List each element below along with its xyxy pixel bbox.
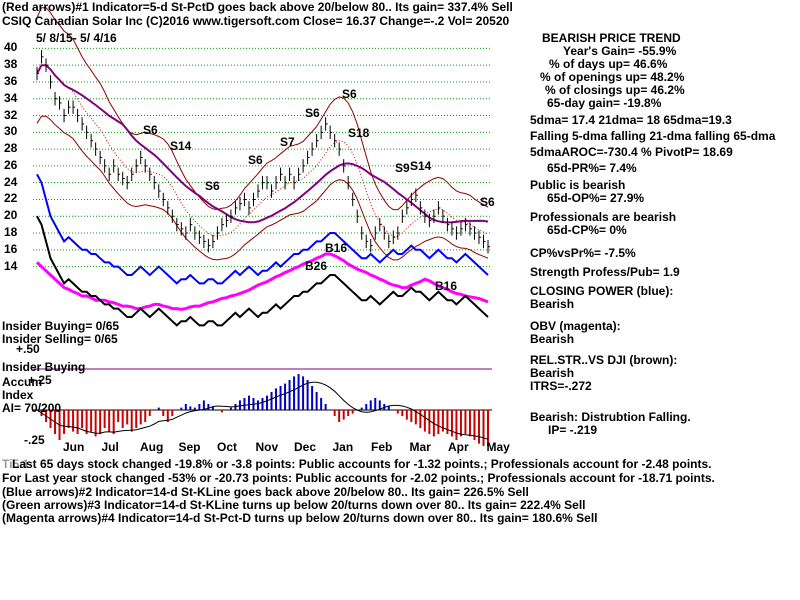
x-tick-label: Dec — [294, 440, 317, 454]
signal-label: S9 — [395, 161, 410, 175]
upper-band-line — [36, 7, 489, 211]
aroc-pivot: 5dmaAROC=-730.4 % PivotP= 18.69 — [530, 145, 733, 159]
days-up: % of days up= 46.6% — [549, 57, 668, 71]
closing-power-state: Bearish — [530, 297, 575, 311]
signal-label: S18 — [348, 126, 370, 140]
footer-line-4: (Green arrows)#3 Indicator=14-d St-KLine… — [2, 498, 586, 512]
footer-line-2: For Last year stock changed -53% or -20.… — [2, 471, 715, 485]
x-tick-label: Aug — [140, 440, 164, 454]
signal-label: S6 — [143, 123, 158, 137]
relstr-label: REL.STR..VS DJI (brown): — [530, 353, 678, 367]
x-tick-label: Feb — [371, 440, 393, 454]
y-tick-label: 28 — [4, 141, 18, 156]
y-tick-label: 40 — [4, 40, 18, 55]
x-tick-label: Oct — [217, 440, 238, 454]
signal-label: S6 — [205, 179, 220, 193]
y-tick-label: 32 — [4, 107, 18, 122]
x-tick-label: Jan — [332, 440, 354, 454]
trend-title: BEARISH PRICE TREND — [542, 31, 681, 45]
ma65-line — [36, 64, 489, 224]
closing-power-label: CLOSING POWER (blue): — [530, 284, 674, 298]
cp-vs-pr: CP%vsPr%= -7.5% — [530, 246, 636, 260]
footer-line-5: (Magenta arrows)#4 Indicator=14-d St-Pct… — [2, 511, 598, 525]
signal-label: S14 — [410, 159, 432, 173]
y-tick-label: 16 — [4, 241, 18, 256]
x-tick-label: May — [486, 440, 510, 454]
y-tick-label: 26 — [4, 157, 18, 172]
lower-band-line — [36, 115, 489, 261]
y-tick-label: 14 — [4, 258, 18, 273]
signal-label: S14 — [170, 139, 192, 153]
header-line-1: (Red arrows)#1 Indicator=5-d St-PctD goe… — [2, 0, 513, 14]
rel-str-line — [36, 215, 489, 327]
x-tick-label: Jun — [63, 440, 85, 454]
signal-label: S6 — [248, 153, 263, 167]
y-tick-label: 22 — [4, 191, 18, 206]
pros-bearish: Professionals are bearish — [530, 210, 677, 224]
x-tick-label: Sep — [178, 440, 201, 454]
y-tick-label: 20 — [4, 208, 18, 223]
pr65: 65d-PR%= 7.4% — [547, 161, 637, 175]
accum-plus-50: +.50 — [16, 342, 40, 356]
footer-prefix: Ti5.1 — [2, 457, 30, 471]
footer-line-1: Last 65 days stock changed -19.8% or -3.… — [12, 457, 712, 471]
footer-line-3: (Blue arrows)#2 Indicator=14-d St-KLine … — [2, 485, 529, 499]
insider-buying-label: Insider Buying — [2, 360, 86, 374]
strength-ratio: Strength Profess/Pub= 1.9 — [530, 265, 680, 279]
x-tick-label: Apr — [448, 440, 469, 454]
y-tick-label: 18 — [4, 225, 18, 240]
x-tick-label: Mar — [409, 440, 431, 454]
signal-label: B16 — [435, 279, 457, 293]
signal-label: S6 — [342, 87, 357, 101]
openings-up: % of openings up= 48.2% — [540, 70, 685, 84]
obv-line — [35, 252, 489, 311]
accum-minus-25: -.25 — [24, 433, 45, 447]
accum-label: Accum — [2, 375, 43, 389]
closing-power-line — [36, 173, 489, 285]
ip-value: IP= -.219 — [548, 423, 598, 437]
signal-label: S6 — [305, 106, 320, 120]
x-tick-label: Jul — [101, 440, 119, 454]
relstr-state: Bearish — [530, 366, 575, 380]
ma21-line — [36, 64, 489, 237]
signal-label: S7 — [280, 135, 295, 149]
y-tick-label: 24 — [4, 174, 18, 189]
insider-selling-count: Insider Selling= 0/65 — [2, 332, 118, 346]
x-tick-label: Nov — [255, 440, 279, 454]
distribution-status: Bearish: Distrubtion Falling. — [530, 410, 691, 424]
gain-65: 65-day gain= -19.8% — [547, 96, 662, 110]
y-tick-label: 38 — [4, 57, 18, 72]
public-bearish: Public is bearish — [530, 178, 626, 192]
y-tick-label: 30 — [4, 124, 18, 139]
signal-label: B26 — [305, 259, 327, 273]
signal-label: S6 — [480, 195, 495, 209]
op65: 65d-OP%= 27.9% — [547, 191, 645, 205]
signal-label: B16 — [325, 241, 347, 255]
cp65: 65d-CP%= 0% — [547, 223, 627, 237]
ai-value: AI= 70/200 — [2, 401, 62, 415]
accum-plus-25: +.25 — [28, 373, 52, 387]
dma-values: 5dma= 17.4 21dma= 18 65dma=19.3 — [530, 113, 732, 127]
falling-status: Falling 5-dma falling 21-dma falling 65-… — [530, 129, 776, 143]
insider-buying-count: Insider Buying= 0/65 — [2, 319, 120, 333]
obv-label: OBV (magenta): — [530, 319, 621, 333]
y-tick-label: 34 — [4, 90, 18, 105]
year-gain: Year's Gain= -55.9% — [563, 44, 677, 58]
itrs-value: ITRS=-.272 — [530, 379, 592, 393]
y-tick-label: 36 — [4, 73, 18, 88]
obv-state: Bearish — [530, 332, 575, 346]
index-label: Index — [2, 388, 34, 402]
date-range: 5/ 8/15- 5/ 4/16 — [36, 31, 117, 45]
accum-ma-line — [36, 381, 489, 440]
closings-up: % of closings up= 46.2% — [545, 83, 685, 97]
header-line-2: CSIQ Canadian Solar Inc (C)2016 www.tige… — [2, 14, 510, 28]
